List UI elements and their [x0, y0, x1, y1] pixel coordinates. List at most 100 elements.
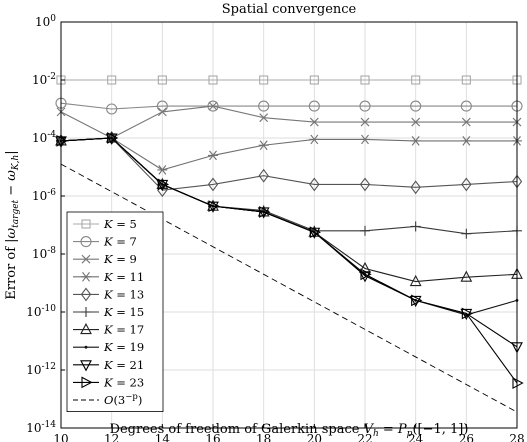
legend-label: K = 15 — [103, 305, 144, 319]
marker-triangle-right — [309, 226, 322, 239]
legend-label: K = 11 — [103, 270, 144, 284]
series-layer — [55, 75, 524, 413]
data-point — [359, 100, 371, 112]
data-point — [259, 75, 269, 85]
marker-triangle-right — [107, 132, 119, 144]
legend-label: K = 7 — [103, 235, 137, 249]
x-tick-label: 20 — [307, 432, 322, 442]
data-point — [208, 150, 218, 161]
data-point — [208, 101, 218, 111]
marker-asterisk-stroke — [411, 136, 420, 146]
legend-item: K = 13 — [73, 287, 144, 301]
data-point — [258, 140, 269, 151]
marker-triangle-right — [208, 200, 220, 213]
legend-marker — [80, 287, 92, 302]
x-tick-label: 26 — [459, 432, 474, 442]
marker-asterisk-stroke — [361, 134, 369, 145]
data-point — [258, 100, 270, 112]
y-tick-label: 10-14 — [26, 420, 56, 435]
legend-label: K = 5 — [103, 217, 137, 231]
x-tick-label: 10 — [53, 432, 68, 442]
marker-triangle-up — [156, 177, 169, 189]
marker-diamond — [207, 177, 219, 192]
legend-item: K = 15 — [73, 305, 144, 319]
marker-diamond — [461, 177, 472, 192]
data-point — [308, 227, 321, 239]
marker-square — [411, 75, 421, 85]
series-line — [60, 102, 517, 110]
legend-label: K = 19 — [103, 340, 144, 354]
data-point — [360, 75, 370, 85]
marker-triangle-right — [461, 307, 474, 320]
data-point — [410, 136, 421, 146]
legend-label: K = 21 — [103, 358, 144, 372]
marker-x-stroke — [157, 107, 167, 117]
series-11 — [60, 163, 518, 413]
y-axis: 100 10-2 10-4 10-6 10-8 10-10 10-12 10-14 — [26, 14, 65, 435]
legend-marker — [81, 271, 91, 282]
data-point — [360, 117, 370, 127]
legend-marker — [81, 376, 93, 389]
y-tick-label: 10-10 — [26, 304, 56, 319]
marker-triangle-up — [359, 261, 371, 274]
marker-circle — [460, 100, 472, 112]
marker-circle — [359, 100, 371, 112]
legend-marker — [81, 307, 91, 317]
plot-area-frame — [60, 21, 518, 429]
marker-x-stroke — [309, 117, 319, 127]
series-4 — [56, 133, 522, 175]
data-point — [411, 294, 423, 307]
marker-circle — [308, 100, 320, 112]
marker-triangle-right — [259, 206, 271, 218]
data-point — [461, 117, 471, 127]
marker-diamond — [258, 168, 269, 183]
data-point — [157, 107, 167, 117]
data-point — [460, 100, 472, 112]
legend-label: K = 13 — [103, 287, 144, 301]
y-axis-label: Error of |ωtarget − ωK,h| — [4, 150, 21, 299]
marker-triangle-down — [105, 133, 118, 145]
data-point — [411, 117, 421, 127]
data-point — [208, 200, 220, 213]
data-point — [157, 178, 170, 191]
legend-item: K = 11 — [73, 270, 144, 284]
marker-asterisk-stroke — [209, 150, 217, 161]
data-point — [460, 270, 473, 282]
series-2 — [55, 97, 523, 115]
marker-triangle-right — [360, 268, 372, 281]
y-tick-label: 10-8 — [32, 246, 56, 261]
marker-triangle-up — [460, 270, 473, 282]
data-point — [309, 226, 322, 239]
y-tick-label: 10-4 — [32, 130, 56, 145]
x-tick-label: 28 — [509, 432, 524, 442]
legend-item: K = 5 — [73, 217, 137, 231]
data-point — [461, 75, 471, 85]
y-tick-label: 100 — [35, 14, 56, 29]
data-point — [107, 132, 119, 144]
legend-item: O(3−p) — [73, 392, 142, 407]
legend-label: K = 23 — [103, 375, 144, 389]
legend-marker — [84, 345, 88, 349]
legend: K = 5 K = 7 K = 9 K = 11 K = 13 K = 15 K = 17 K… — [66, 211, 164, 413]
data-point — [258, 168, 269, 183]
marker-triangle-right — [512, 377, 524, 389]
marker-triangle-up — [105, 131, 118, 143]
legend-item: K = 17 — [73, 323, 144, 337]
data-point — [105, 133, 118, 145]
marker-circle — [410, 100, 422, 112]
legend-label: K = 9 — [103, 252, 137, 266]
marker-triangle-up — [409, 274, 422, 287]
marker-circle — [258, 100, 270, 112]
x-tick-label: 14 — [155, 432, 171, 442]
series-5 — [55, 131, 523, 198]
legend-item: K = 9 — [73, 252, 137, 266]
marker-asterisk-stroke — [462, 136, 471, 146]
marker-asterisk-stroke — [259, 140, 268, 151]
legend-item: K = 19 — [73, 340, 144, 354]
chart-title: Spatial convergence — [222, 2, 357, 17]
x-tick-label: 22 — [357, 432, 372, 442]
marker-diamond — [359, 177, 371, 192]
data-point — [461, 177, 472, 192]
marker-x-stroke — [461, 117, 471, 127]
data-point — [460, 308, 473, 321]
